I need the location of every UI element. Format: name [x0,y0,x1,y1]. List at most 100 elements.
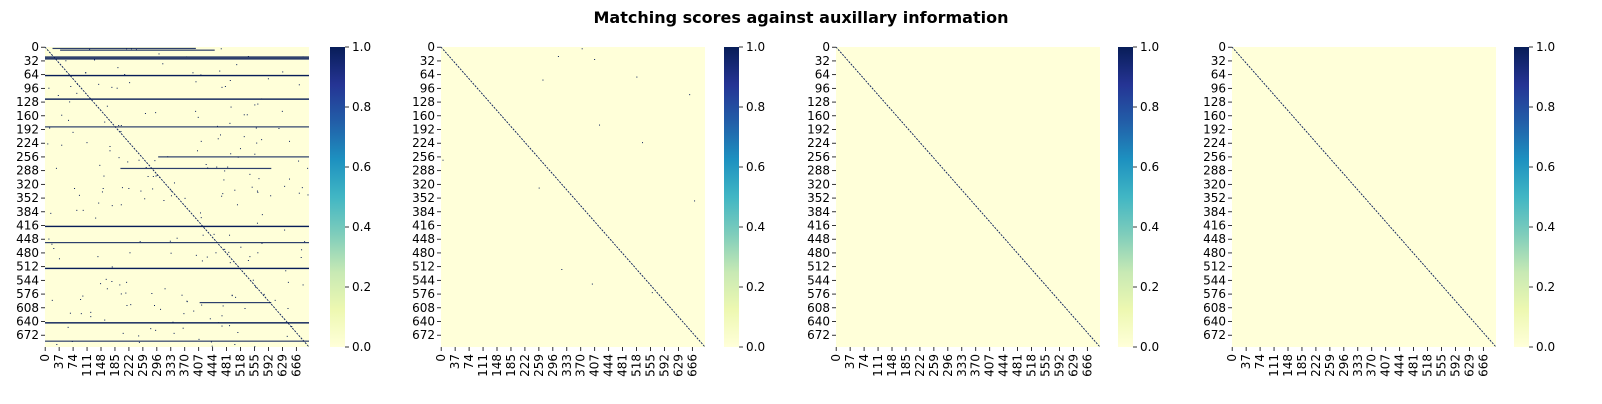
cell [48,87,50,89]
cell [120,204,122,206]
y-tick-label: 352 [412,191,435,205]
cell [186,301,188,303]
colorbar-tick-label: 0.8 [1140,100,1159,114]
cell [581,48,583,50]
row-cells [45,126,309,128]
y-tick-label: 352 [807,191,830,205]
colorbar-tick-label: 1.0 [746,40,765,54]
cell [152,176,154,177]
colorbar-tick-label: 0.2 [352,280,371,294]
y-tick-label: 672 [807,328,830,342]
colorbar-tick-label: 0.6 [352,160,371,174]
cell [284,185,286,187]
cell [223,179,225,181]
cell [270,195,272,197]
x-tick-label: 518 [630,354,644,377]
y-tick-label: 96 [420,81,435,95]
colorbar-tick-label: 0.6 [1536,160,1555,174]
cell [159,176,161,178]
cell [51,299,53,301]
y-tick-label: 320 [1203,177,1226,191]
cell [200,140,202,142]
cell [254,104,256,106]
cell [182,327,184,329]
x-tick-label: 185 [504,354,518,377]
x-tick-label: 0 [1225,354,1239,362]
cell [256,222,258,224]
cell [229,122,231,124]
cell [139,241,141,243]
row-cells [120,167,272,170]
cell [47,143,49,145]
y-tick-label: 640 [807,315,830,329]
cell [109,146,111,147]
x-tick-label: 444 [997,354,1011,377]
scatter-cells [47,48,309,348]
y-tick-label: 256 [412,150,435,164]
cell [145,167,147,168]
y-tick-label: 128 [1203,95,1226,109]
cell [163,200,165,201]
y-tick-label: 352 [1203,191,1226,205]
cell [256,142,258,144]
row-cells [199,302,272,304]
cell [120,131,122,132]
diagonal-cells [44,46,310,348]
row-cells [45,56,309,58]
cell [55,167,57,169]
cell [207,167,209,169]
x-tick-label: 111 [80,354,94,377]
y-tick-label: 416 [16,219,39,233]
scatter-cells [442,48,696,294]
panel-3: 0326496128160192224256288320352384416448… [807,40,1159,377]
cell [219,70,221,72]
y-tick-label: 224 [412,136,435,150]
cell [125,292,127,294]
x-tick-label: 0 [434,354,448,362]
colorbar: 0.0 0.2 0.4 0.6 0.8 1.0 [1118,40,1159,354]
panel-2: 0326496128160192224256288320352384416448… [412,40,765,377]
cell [100,283,102,285]
y-tick-label: 384 [807,205,830,219]
cell [116,87,118,89]
cell [261,242,263,244]
cell [298,160,300,162]
cell [197,116,199,118]
cell [237,332,239,333]
y-tick-label: 608 [1203,301,1226,315]
cell [167,156,169,158]
cell [257,252,259,254]
row-cells [158,156,309,158]
x-tick-label: 259 [532,354,546,377]
cell [82,209,84,211]
y-tick-label: 0 [822,40,830,54]
cell [651,292,653,294]
cell [282,71,284,73]
cell [538,187,540,189]
cell [219,134,221,136]
colorbar-tick-label: 0.0 [746,340,765,354]
cell [594,59,596,60]
cell [206,256,208,258]
y-tick-label: 672 [1203,328,1226,342]
cell [196,150,198,152]
cell [140,190,142,192]
colorbar-tick-label: 0.2 [1536,280,1555,294]
cell [301,187,303,189]
x-tick-label: 259 [927,354,941,377]
x-tick-label: 333 [164,354,178,377]
x-tick-label: 518 [1025,354,1039,377]
y-tick-label: 544 [412,273,435,287]
x-tick-label: 518 [234,354,248,377]
cell [186,56,188,58]
cell [109,150,111,152]
colorbar-tick-label: 0.0 [1140,340,1159,354]
x-tick-label: 629 [671,354,685,377]
cell [128,188,130,189]
panel-4: 0326496128160192224256288320352384416448… [1203,40,1555,377]
x-tick-label: 666 [1080,354,1094,377]
cell [195,81,197,83]
cell [263,293,265,295]
cell [200,74,202,76]
